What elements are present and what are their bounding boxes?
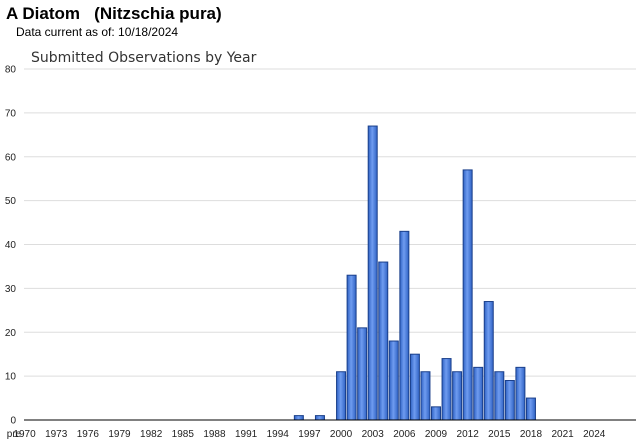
x-tick-label: 1982 — [140, 429, 163, 440]
bar-2018 — [525, 397, 536, 421]
y-tick-label: 70 — [5, 108, 17, 119]
y-tick-label: 50 — [5, 196, 17, 207]
data-current-date: Data current as of: 10/18/2024 — [16, 25, 179, 39]
bar-2016 — [504, 380, 515, 421]
bar-2009 — [431, 406, 441, 421]
x-tick-label: 2006 — [393, 429, 416, 440]
bar-2013 — [473, 366, 484, 421]
y-tick-label: 30 — [5, 284, 17, 295]
bar-2004 — [378, 261, 389, 421]
x-tick-label: 1994 — [267, 429, 290, 440]
x-tick-label: 1973 — [45, 429, 68, 440]
x-tick-label: 2021 — [551, 429, 574, 440]
x-tick-label: 1997 — [298, 429, 321, 440]
bar-2000 — [336, 371, 347, 421]
x-tick-label: pre — [7, 429, 22, 440]
bar-1996 — [293, 415, 304, 421]
x-tick-label: 1991 — [235, 429, 258, 440]
x-tick-label: 1988 — [203, 429, 226, 440]
bar-2011 — [452, 371, 463, 421]
bar-2017 — [515, 366, 526, 421]
bar-1998 — [314, 415, 325, 421]
bar-2014 — [483, 301, 494, 421]
x-tick-label: 2018 — [520, 429, 543, 440]
page-title: A Diatom (Nitzschia pura) — [6, 4, 222, 23]
bar-2010 — [441, 358, 452, 421]
y-tick-label: 40 — [5, 240, 17, 251]
y-tick-label: 10 — [5, 372, 17, 383]
x-tick-label: 2024 — [583, 429, 606, 440]
bar-2012 — [462, 169, 473, 421]
x-tick-label: 1979 — [108, 429, 131, 440]
bar-2006 — [399, 230, 410, 421]
bar-2007 — [409, 353, 420, 421]
x-tick-label: 1985 — [172, 429, 195, 440]
x-tick-label: 1970 — [13, 429, 36, 440]
x-tick-label: 2003 — [362, 429, 385, 440]
x-tick-label: 2012 — [457, 429, 480, 440]
chart-title: Submitted Observations by Year — [31, 50, 257, 66]
bar-2015 — [494, 371, 505, 421]
bar-2003 — [367, 125, 378, 421]
x-tick-label: 2015 — [488, 429, 511, 440]
bar-2002 — [357, 327, 368, 421]
y-tick-label: 0 — [10, 416, 16, 427]
x-tick-label: 1976 — [77, 429, 100, 440]
y-tick-label: 60 — [5, 152, 17, 163]
bar-2008 — [420, 371, 431, 421]
x-tick-label: 2000 — [330, 429, 353, 440]
y-tick-label: 20 — [5, 328, 17, 339]
bar-2005 — [388, 340, 399, 421]
bar-2001 — [346, 274, 357, 421]
y-tick-label: 80 — [5, 65, 17, 76]
x-tick-label: 2009 — [425, 429, 448, 440]
